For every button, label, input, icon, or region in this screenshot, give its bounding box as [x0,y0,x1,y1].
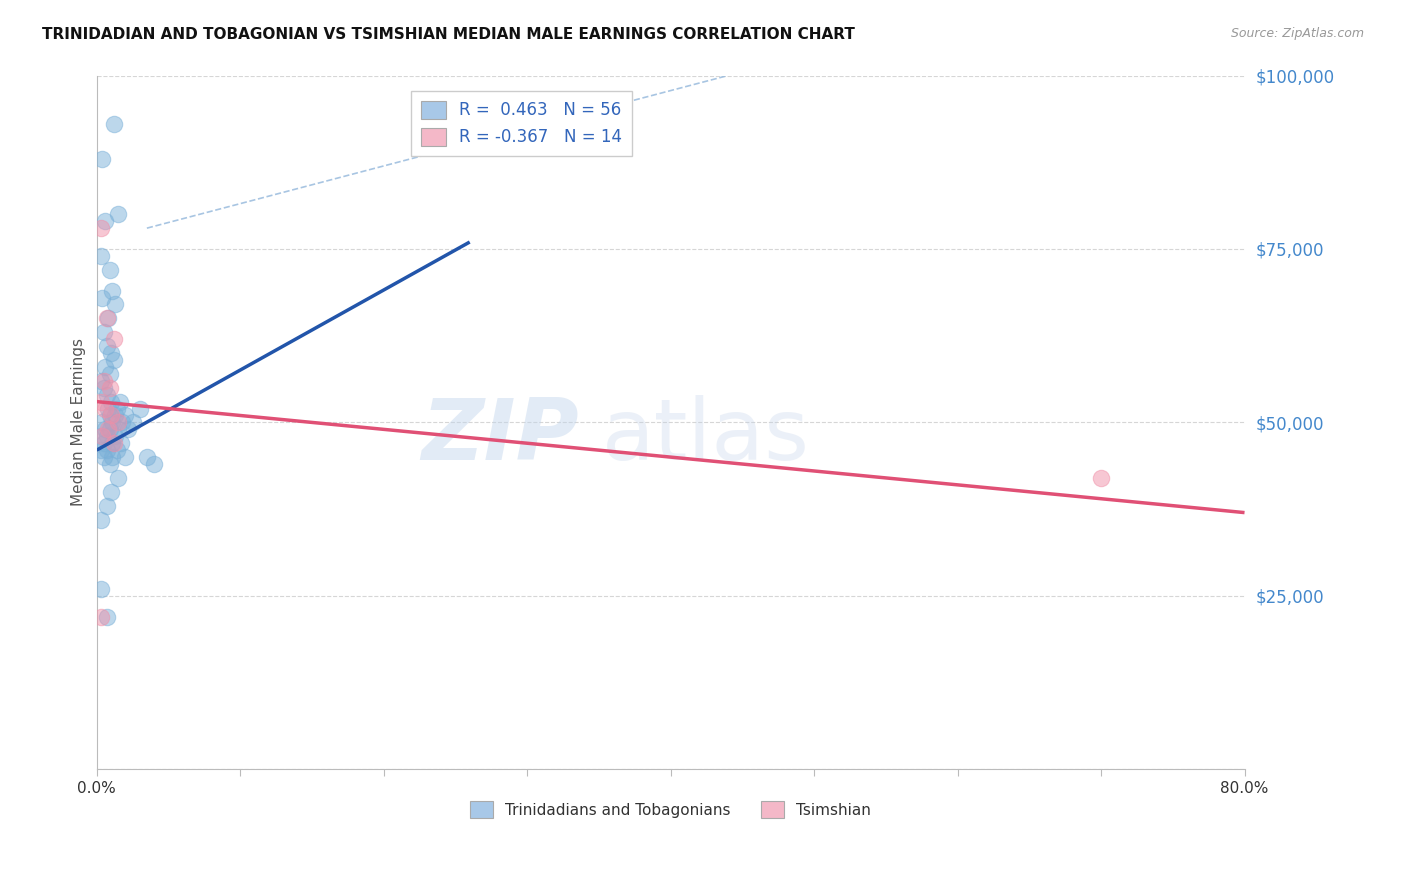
Point [90,394,112,409]
Point [107,422,129,436]
Point [100,484,122,499]
Point [1090,471,1112,485]
Point [96,609,118,624]
Point [96,443,118,458]
Point [104,297,127,311]
Point [103,436,125,450]
Point [96,339,118,353]
Point [107,416,129,430]
Point [98,457,121,471]
Point [117,422,139,436]
Point [90,221,112,235]
Point [100,346,122,360]
Point [93,450,115,464]
Point [107,471,129,485]
Point [93,374,115,388]
Point [91,429,114,443]
Point [90,609,112,624]
Y-axis label: Median Male Earnings: Median Male Earnings [72,338,86,507]
Legend: Trinidadians and Tobagonians, Tsimshian: Trinidadians and Tobagonians, Tsimshian [464,796,877,824]
Point [96,311,118,326]
Point [108,394,131,409]
Point [110,436,132,450]
Point [90,582,112,596]
Point [94,214,117,228]
Point [97,401,120,416]
Text: TRINIDADIAN AND TOBAGONIAN VS TSIMSHIAN MEDIAN MALE EARNINGS CORRELATION CHART: TRINIDADIAN AND TOBAGONIAN VS TSIMSHIAN … [42,27,855,42]
Point [90,429,112,443]
Point [111,416,134,430]
Point [94,401,117,416]
Point [90,249,112,263]
Text: atlas: atlas [602,395,810,478]
Point [96,429,118,443]
Point [101,450,124,464]
Text: ZIP: ZIP [422,395,579,478]
Text: Source: ZipAtlas.com: Source: ZipAtlas.com [1230,27,1364,40]
Point [121,416,143,430]
Point [105,443,128,458]
Point [90,512,112,526]
Point [143,457,166,471]
Point [114,450,136,464]
Point [100,409,122,423]
Point [97,311,120,326]
Point [90,443,112,458]
Point [128,401,150,416]
Point [93,325,115,339]
Point [107,207,129,221]
Point [101,416,124,430]
Point [98,367,121,381]
Point [98,262,121,277]
Point [104,429,127,443]
Point [98,422,121,436]
Point [114,409,136,423]
Point [103,117,125,131]
Point [97,422,120,436]
Point [98,381,121,395]
Point [96,499,118,513]
Point [91,152,114,166]
Point [101,284,124,298]
Point [103,332,125,346]
Point [135,450,157,464]
Point [101,436,124,450]
Point [104,409,127,423]
Point [93,436,115,450]
Point [91,416,114,430]
Point [100,394,122,409]
Point [105,401,128,416]
Point [94,422,117,436]
Point [96,387,118,401]
Point [90,374,112,388]
Point [93,381,115,395]
Point [91,291,114,305]
Point [94,359,117,374]
Point [98,409,121,423]
Point [103,353,125,368]
